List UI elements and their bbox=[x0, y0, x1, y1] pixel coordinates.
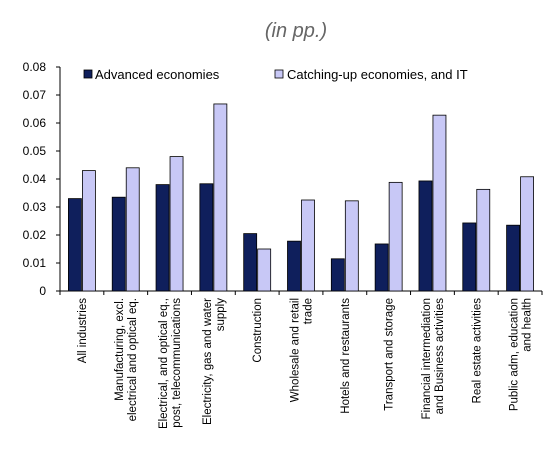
category-label: Transport and storage bbox=[384, 298, 396, 411]
y-tick-label: 0.07 bbox=[23, 88, 47, 102]
category-label: electrical and optical eq. bbox=[127, 298, 139, 421]
bar bbox=[169, 156, 184, 292]
category-label: and Business activities bbox=[434, 298, 446, 415]
y-tick-label: 0.08 bbox=[23, 60, 47, 74]
category-label: Construction bbox=[252, 298, 264, 363]
bar bbox=[301, 199, 315, 292]
bar bbox=[344, 200, 359, 292]
bar bbox=[111, 196, 126, 292]
y-tick-label: 0.01 bbox=[23, 256, 47, 270]
bar bbox=[418, 180, 433, 292]
bar bbox=[82, 170, 96, 292]
bar bbox=[388, 181, 403, 292]
bar bbox=[68, 198, 82, 292]
category-label: supply bbox=[215, 298, 227, 331]
y-tick-label: 0 bbox=[39, 284, 46, 298]
y-tick-label: 0.05 bbox=[23, 144, 47, 158]
category-labels: All industries Manufacturing, excl. electr… bbox=[77, 298, 534, 429]
y-tick-label: 0.03 bbox=[23, 200, 47, 214]
y-tick-label: 0.02 bbox=[23, 228, 47, 242]
legend-label: Catching-up economies, and IT bbox=[287, 67, 468, 82]
chart-subtitle: (in pp.) bbox=[265, 20, 327, 42]
category-label: Electrical, and optical eq., bbox=[158, 298, 170, 429]
bar bbox=[257, 248, 272, 292]
legend: Advanced economies Catching-up economies,… bbox=[83, 67, 468, 82]
bar bbox=[462, 222, 477, 292]
bar bbox=[374, 243, 389, 292]
axes bbox=[56, 66, 543, 295]
category-label: Public adm, education bbox=[509, 298, 521, 411]
bar bbox=[506, 224, 520, 292]
bar bbox=[125, 167, 140, 292]
y-tick-label: 0.04 bbox=[23, 172, 47, 186]
legend-swatch bbox=[274, 69, 284, 79]
bar bbox=[199, 183, 214, 292]
y-tick-label: 0.06 bbox=[23, 116, 47, 130]
bar bbox=[520, 176, 534, 292]
y-tick-labels: 0 0.01 0.02 0.03 0.04 0.05 0.06 0.07 0.08 bbox=[23, 60, 47, 298]
category-label: trade bbox=[303, 298, 315, 324]
bar bbox=[155, 184, 170, 292]
category-label: Electricity, gas and water bbox=[202, 298, 214, 425]
category-label: Wholesale and retail bbox=[290, 298, 302, 402]
category-label: Financial intermediation bbox=[421, 298, 433, 419]
bar bbox=[330, 258, 345, 292]
bar bbox=[213, 103, 228, 292]
category-label: Manufacturing, excl. bbox=[114, 298, 126, 401]
legend-swatch bbox=[83, 69, 93, 79]
bar bbox=[243, 233, 258, 292]
bar bbox=[476, 188, 491, 292]
bar bbox=[432, 114, 447, 292]
bars bbox=[68, 103, 534, 292]
category-label: post, telecommunications bbox=[171, 298, 183, 428]
legend-label: Advanced economies bbox=[95, 67, 220, 82]
category-label: and health bbox=[522, 298, 534, 352]
category-label: Real estate activities bbox=[471, 298, 483, 404]
category-label: All industries bbox=[77, 298, 89, 363]
bar bbox=[287, 240, 301, 292]
category-label: Hotels and restaurants bbox=[340, 298, 352, 414]
